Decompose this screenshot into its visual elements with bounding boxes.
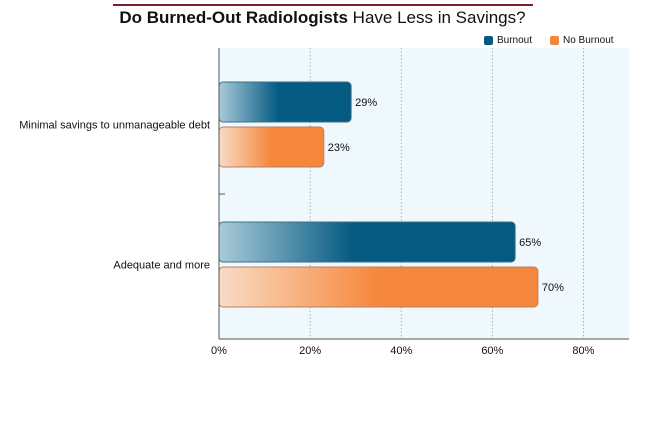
x-tick-label: 0% [211,345,227,357]
bar-burnout [218,81,352,123]
chart-title: Do Burned-Out Radiologists Have Less in … [0,8,645,28]
category-label: Minimal savings to unmanageable debt [19,120,210,132]
legend-item-burnout: Burnout [484,35,532,46]
legend-swatch-burnout [484,36,493,45]
x-tick-label: 40% [390,345,412,357]
x-tick-label: 20% [299,345,321,357]
data-label: 65% [519,237,541,249]
x-tick-label: 60% [481,345,503,357]
title-rule [113,4,533,6]
data-label: 23% [328,142,350,154]
category-label: Adequate and more [113,260,210,272]
data-label: 29% [355,97,377,109]
legend-swatch-no-burnout [550,36,559,45]
bar-burnout [218,221,516,263]
bar-no-burnout [218,126,325,168]
data-label: 70% [542,282,564,294]
bar-no-burnout [218,266,539,308]
legend-item-no-burnout: No Burnout [550,35,614,46]
chart-title-bold: Do Burned-Out Radiologists [119,8,348,27]
chart-title-regular: Have Less in Savings? [347,8,526,27]
legend-label-burnout: Burnout [497,35,533,46]
legend-label-no-burnout: No Burnout [563,35,614,46]
x-tick-label: 80% [572,345,594,357]
